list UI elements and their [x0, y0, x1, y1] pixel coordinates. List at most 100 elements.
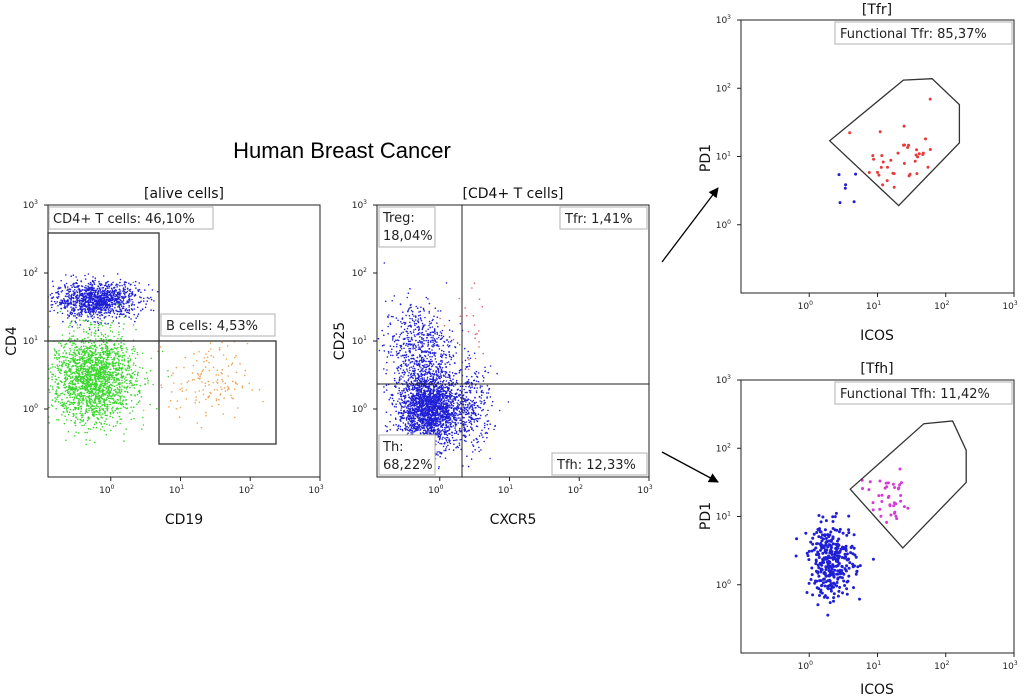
event-point: [53, 348, 56, 350]
event-point: [443, 433, 446, 436]
event-point: [102, 374, 105, 377]
event-point: [74, 355, 76, 357]
event-point: [120, 295, 123, 298]
event-point: [115, 402, 118, 405]
event-point: [195, 396, 197, 398]
event-point: [93, 393, 95, 396]
event-point: [85, 290, 88, 293]
event-point: [448, 427, 451, 429]
event-point: [115, 381, 117, 383]
event-point: [126, 290, 129, 293]
event-point: [103, 309, 106, 312]
event-point: [96, 346, 98, 349]
event-point: [107, 335, 109, 337]
event-point: [94, 293, 96, 296]
cd4-points: [377, 262, 510, 475]
event-point: [111, 371, 114, 374]
event-point: [116, 379, 118, 381]
event-point: [108, 374, 111, 377]
event-point: [94, 321, 97, 323]
event-point: [74, 364, 77, 367]
event-point: [110, 287, 113, 290]
event-point: [79, 307, 82, 310]
event-point: [64, 383, 66, 386]
event-point: [113, 312, 116, 315]
event-point: [403, 338, 406, 341]
event-point: [93, 373, 95, 376]
event-point: [95, 304, 97, 307]
event-point: [115, 367, 118, 370]
event-point: [425, 339, 428, 342]
event-point: [427, 354, 430, 356]
event-point: [119, 418, 121, 421]
event-point: [125, 351, 128, 353]
event-point: [101, 426, 104, 428]
event-point: [119, 345, 122, 347]
event-point: [110, 338, 112, 341]
event-point: [90, 286, 93, 289]
event-point: [110, 324, 112, 327]
event-point: [75, 286, 77, 289]
event-point: [230, 364, 233, 366]
event-point: [104, 393, 107, 396]
event-point: [83, 379, 85, 382]
event-point: [83, 376, 85, 379]
event-point: [406, 416, 409, 418]
event-point: [82, 415, 84, 417]
event-point: [92, 383, 94, 386]
event-point: [107, 365, 110, 368]
event-point: [95, 299, 98, 302]
event-point: [91, 287, 94, 290]
event-point: [215, 398, 218, 400]
event-point: [82, 420, 84, 423]
event-point: [66, 310, 69, 312]
event-point: [53, 309, 55, 312]
event-point: [102, 347, 104, 350]
event-point: [420, 358, 423, 360]
event-point: [398, 372, 400, 375]
event-point: [79, 380, 81, 383]
event-point: [91, 307, 93, 309]
event-point: [73, 309, 76, 311]
event-point: [73, 303, 75, 306]
event-point: [403, 406, 405, 409]
event-point: [74, 346, 76, 349]
event-point: [77, 351, 80, 353]
event-point: [94, 350, 97, 353]
event-point: [195, 399, 197, 401]
event-point: [123, 293, 126, 296]
event-point: [407, 308, 410, 310]
event-point: [48, 389, 51, 391]
event-point: [84, 370, 87, 373]
event-point: [444, 437, 446, 439]
event-point: [96, 364, 99, 366]
event-point: [127, 385, 129, 388]
event-point: [74, 406, 76, 409]
event-point: [412, 401, 414, 403]
event-point: [93, 423, 96, 426]
event-point: [73, 359, 76, 362]
event-point: [112, 425, 115, 428]
event-point: [108, 372, 111, 374]
event-point: [422, 324, 425, 327]
event-point: [447, 346, 450, 348]
event-point: [95, 369, 98, 372]
event-point: [128, 380, 131, 383]
event-point: [86, 395, 88, 398]
event-point: [406, 334, 409, 337]
event-point: [84, 386, 86, 389]
event-point: [97, 391, 99, 394]
event-point: [84, 353, 86, 355]
event-point: [91, 315, 94, 317]
event-point: [73, 308, 75, 310]
event-point: [95, 413, 97, 416]
event-point: [96, 297, 98, 300]
event-point: [109, 415, 111, 418]
event-point: [224, 382, 227, 385]
event-point: [84, 286, 86, 289]
event-point: [78, 353, 81, 356]
event-point: [112, 406, 114, 409]
event-point: [130, 394, 132, 396]
event-point: [52, 296, 55, 298]
x-tick-label: 101: [169, 484, 184, 496]
